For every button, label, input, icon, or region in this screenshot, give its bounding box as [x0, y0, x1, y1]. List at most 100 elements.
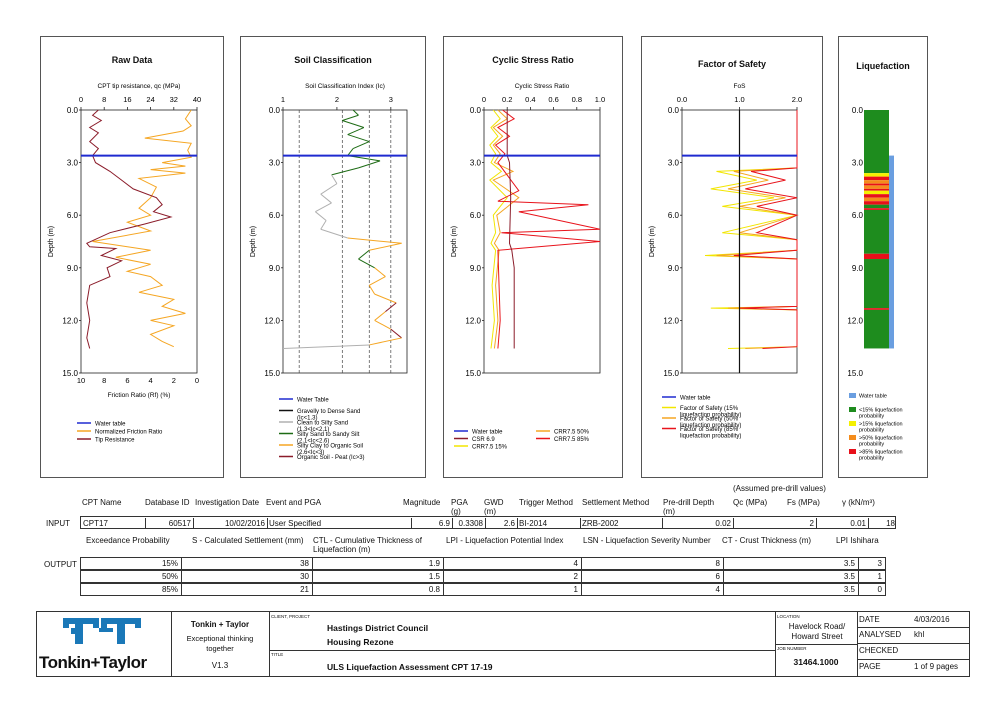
soil-ic-segment	[358, 249, 370, 260]
raw-top-tick-label: 16	[123, 95, 131, 104]
output-cell: 85%	[81, 584, 182, 595]
title-label: TITLE	[271, 652, 284, 657]
soil-depth-axis-label: Depth (m)	[250, 226, 257, 257]
soil-ic-segment	[374, 267, 386, 277]
output-cell: 3.5	[725, 558, 859, 569]
input-header-gamma: γ (kN/m³)	[842, 498, 875, 507]
soil-depth-tick-label: 3.0	[269, 159, 281, 168]
company-tagline: Exceptional thinking together	[186, 634, 254, 653]
title-divider	[269, 650, 775, 651]
liq-depth-tick-label: 0.0	[852, 106, 864, 115]
input-header-investigation-date: Investigation Date	[195, 498, 260, 507]
csr-crr15-line	[489, 109, 508, 349]
csr-depth-tick-label: 0.0	[470, 106, 482, 115]
fos-legend-label: Factor of Safety (85%	[680, 427, 739, 433]
csr-crr50-line	[492, 109, 520, 349]
soil-ic-segment	[331, 174, 338, 184]
output-row: 85% 21 0.8 1 4 3.5 0	[80, 583, 886, 596]
job-label: JOB NUMBER	[777, 646, 807, 651]
title-block: Tonkin+Taylor Tonkin + Taylor Exceptiona…	[36, 611, 970, 677]
soil-depth-tick-label: 0.0	[269, 106, 281, 115]
liq-band	[864, 176, 889, 181]
fos-panel: Factor of Safety 0.0 3.0 6.0 9.0 12.0 15.0 Dep…	[641, 36, 823, 478]
soil-ic-segment	[369, 276, 386, 286]
soil-ic-segment	[315, 202, 332, 213]
csr-left-legend-label: CSR 6.9	[472, 437, 495, 443]
output-cell: 3	[877, 559, 882, 568]
raw-top-tick-label: 32	[170, 95, 178, 104]
soil-ic-segment	[347, 134, 370, 143]
fos-15-line	[704, 110, 798, 349]
liq-band	[864, 209, 889, 254]
location-label: LOCATION	[777, 614, 800, 619]
fos-legend-label-cont: liquefaction probability)	[680, 413, 741, 419]
csr-top-tick-label: 0.4	[525, 95, 535, 104]
soil-ic-segment	[374, 319, 392, 330]
input-cell: 18	[886, 519, 895, 528]
liq-legend-label: Water table	[859, 394, 887, 400]
tonkin-taylor-logo-icon	[63, 618, 141, 644]
fos-top-tick-label: 1.0	[734, 95, 744, 104]
results-table: (Assumed pre-drill values) CPT Name Data…	[0, 480, 1006, 600]
soil-ic-segment	[385, 302, 397, 313]
liq-band	[864, 194, 889, 198]
liq-band	[864, 308, 889, 310]
raw-bottom-tick-label: 6	[125, 376, 129, 385]
liq-band	[864, 204, 889, 209]
client-name: Hastings District Council	[327, 623, 429, 633]
logo-area: Tonkin+Taylor	[37, 612, 172, 676]
liq-depth-tick-label: 3.0	[852, 159, 864, 168]
liq-water-table-bar	[889, 155, 894, 349]
input-header-magnitude: Magnitude	[403, 498, 441, 507]
fos-legend-label-cont: liquefaction probability)	[680, 423, 741, 429]
client-area: CLIENT, PROJECT Hastings District Counci…	[269, 612, 776, 676]
output-cell: 3.5	[725, 584, 859, 595]
page-value: 1 of 9 pages	[914, 662, 959, 671]
liq-band	[864, 208, 889, 210]
output-cell: 6	[583, 571, 724, 582]
raw-legend-label: Normalized Friction Ratio	[95, 430, 163, 436]
raw-bottom-tick-label: 8	[102, 376, 106, 385]
output-cell: 4	[583, 584, 724, 595]
soil-ic-segment	[374, 311, 386, 321]
soil-legend-label: Gravelly to Dense Sand	[297, 409, 360, 415]
raw-bottom-tick-label: 10	[77, 376, 85, 385]
fos-title: Factor of Safety	[697, 59, 766, 69]
raw-plot-frame	[80, 109, 198, 374]
fos-depth-tick-label: 15.0	[663, 369, 679, 378]
soil-ic-segment	[331, 167, 359, 176]
liq-legend-swatch	[849, 435, 856, 440]
liquefaction-chart: 0.0 3.0 6.0 9.0 12.0 15.0 Water table <15% liqu…	[847, 106, 902, 462]
logo-text: Tonkin+Taylor	[39, 653, 147, 672]
csr-top-tick-label: 1.0	[595, 95, 605, 104]
job-divider	[775, 644, 857, 645]
liq-legend-swatch	[849, 449, 856, 454]
soil-legend-label: Clean to Silty Sand	[297, 421, 348, 427]
raw-data-panel: Raw Data 0.0 3.0 6.0 9.0 12.0 15.0 Depth (m) CP…	[40, 36, 224, 478]
raw-bottom-axis-label: Friction Ratio (Rf) (%)	[108, 392, 171, 399]
output-header-lpi: LPI - Liquefaction Potential Index	[446, 536, 564, 545]
output-cell: 1	[877, 572, 882, 581]
soil-legend-label: Silty Clay to Organic Soil	[297, 444, 363, 450]
soil-ic-segment	[320, 193, 332, 204]
fos-depth-tick-label: 6.0	[668, 211, 680, 220]
analysed-value: khl	[914, 630, 925, 639]
input-cell: ZRB-2002	[580, 518, 663, 529]
fos-depth-tick-label: 12.0	[663, 316, 679, 325]
soil-ic-segment	[347, 127, 365, 136]
csr-depth-tick-label: 3.0	[470, 159, 482, 168]
raw-depth-tick-label: 0.0	[67, 106, 79, 115]
raw-tip-resistance-line	[85, 109, 173, 349]
soil-ic-segment	[390, 328, 402, 339]
liq-depth-tick-label: 15.0	[847, 369, 863, 378]
raw-depth-tick-label: 3.0	[67, 159, 79, 168]
soil-depth-tick-label: 15.0	[264, 369, 280, 378]
liq-band	[864, 201, 889, 205]
soil-legend-label-cont: (Ic<1.3)	[297, 416, 318, 422]
output-cell: 3.5	[725, 571, 859, 582]
output-cell: 8	[583, 558, 724, 569]
liq-band	[864, 197, 889, 202]
input-header-event-pga: Event and PGA	[266, 498, 322, 507]
raw-depth-tick-label: 12.0	[62, 316, 78, 325]
input-cell: 6.9	[411, 518, 453, 529]
